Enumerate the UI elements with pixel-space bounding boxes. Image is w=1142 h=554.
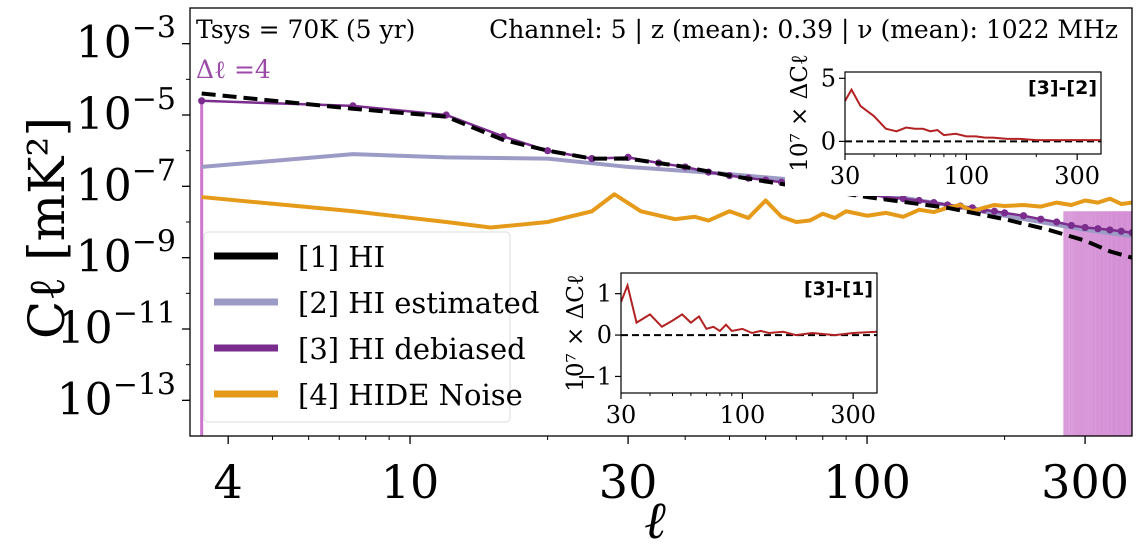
delta-ell-text: Δℓ =4	[196, 55, 271, 84]
main-plot-area	[198, 91, 1132, 436]
inset-x-tick-label: 30	[830, 162, 861, 190]
x-axis-label: ℓ	[644, 491, 666, 551]
inset-x-tick-label: 100	[719, 401, 765, 429]
x-tick-label: 30	[599, 455, 658, 509]
difference-line	[845, 87, 1101, 142]
inset-plot-area	[621, 282, 877, 337]
data-point-hi-debiased	[1037, 215, 1045, 223]
x-tick-label: 300	[1041, 455, 1129, 509]
inset-x-tick-label: 30	[606, 401, 637, 429]
inset-y-axis-label: 10⁷ × ΔCℓ	[563, 274, 589, 392]
data-point-hi-debiased	[1053, 218, 1061, 226]
data-point-hi-debiased	[1117, 227, 1125, 235]
data-point-hi-debiased	[1094, 225, 1102, 233]
data-point-hi-debiased	[1019, 212, 1028, 220]
difference-line	[621, 282, 877, 337]
legend-label: [3] HI debiased	[298, 332, 526, 366]
y-tick-label: 10−13	[57, 367, 176, 425]
x-tick-label: 10	[381, 455, 440, 509]
data-point-hi-debiased	[1128, 229, 1132, 237]
x-tick-label: 100	[823, 455, 911, 509]
data-point-hi-debiased	[198, 97, 206, 105]
header-left-text: Tsys = 70K (5 yr)	[196, 15, 415, 44]
inset-frame	[844, 71, 1102, 155]
legend-box	[203, 231, 511, 423]
main-plot: 4 10 30 100 30010−310−510−710−910−1110−13ℓCℓ…	[18, 7, 1133, 551]
inset-y-tick-label: −1	[577, 362, 612, 390]
series-line-hi	[201, 91, 1132, 260]
inset-y-axis-label: 10⁷ × ΔCℓ	[787, 54, 813, 172]
series-line-hide-noise	[201, 192, 1132, 230]
y-tick-label: 10−7	[76, 153, 176, 211]
inset-center: 30 100 300 −1 0 1 10⁷ × ΔCℓ [3]-[1]	[561, 265, 885, 435]
inset-plot-area	[845, 87, 1101, 143]
inset-label: [3]-[2]	[1028, 77, 1097, 99]
inset-y-tick-label: 0	[821, 127, 836, 155]
inset-x-tick-label: 300	[1054, 162, 1100, 190]
legend-label: [4] HIDE Noise	[298, 378, 523, 412]
legend-label: [2] HI estimated	[298, 286, 539, 320]
series-line-hi-estimated	[201, 152, 1132, 239]
inset-x-tick-label: 300	[830, 401, 876, 429]
x-tick-label: 4	[214, 455, 243, 509]
data-point-hi-debiased	[544, 147, 552, 155]
inset-background	[785, 64, 1109, 196]
legend-label: [1] HI	[298, 240, 385, 274]
data-point-hi-debiased	[1067, 221, 1075, 230]
y-tick-label: 10−3	[76, 11, 176, 69]
y-tick-label: 10−11	[57, 296, 176, 354]
inset-y-tick-label: 5	[821, 64, 836, 92]
header-right-text: Channel: 5 | z (mean): 0.39 | ν (mean): …	[489, 15, 1118, 45]
data-point-hi-debiased	[1001, 209, 1009, 217]
inset-x-tick-label: 100	[943, 162, 989, 190]
inset-frame	[620, 272, 878, 394]
data-point-hi-debiased	[1081, 223, 1089, 232]
data-point-hi-debiased	[990, 207, 999, 215]
inset-y-tick-label: 1	[597, 280, 612, 308]
inset-y-tick-label: 0	[597, 321, 612, 349]
y-tick-label: 10−9	[76, 225, 176, 283]
inset-label: [3]-[1]	[804, 278, 873, 300]
y-tick-label: 10−5	[76, 82, 176, 140]
legend: [1] HI [2] HI estimated [3] HI debiased [4]…	[203, 231, 539, 423]
y-axis-label: Cℓ [mK²]	[18, 117, 76, 339]
inset-top-right: 30 100 300 0 5 10⁷ × ΔCℓ [3]-[2]	[785, 54, 1109, 196]
data-point-hi-debiased	[1106, 226, 1114, 234]
